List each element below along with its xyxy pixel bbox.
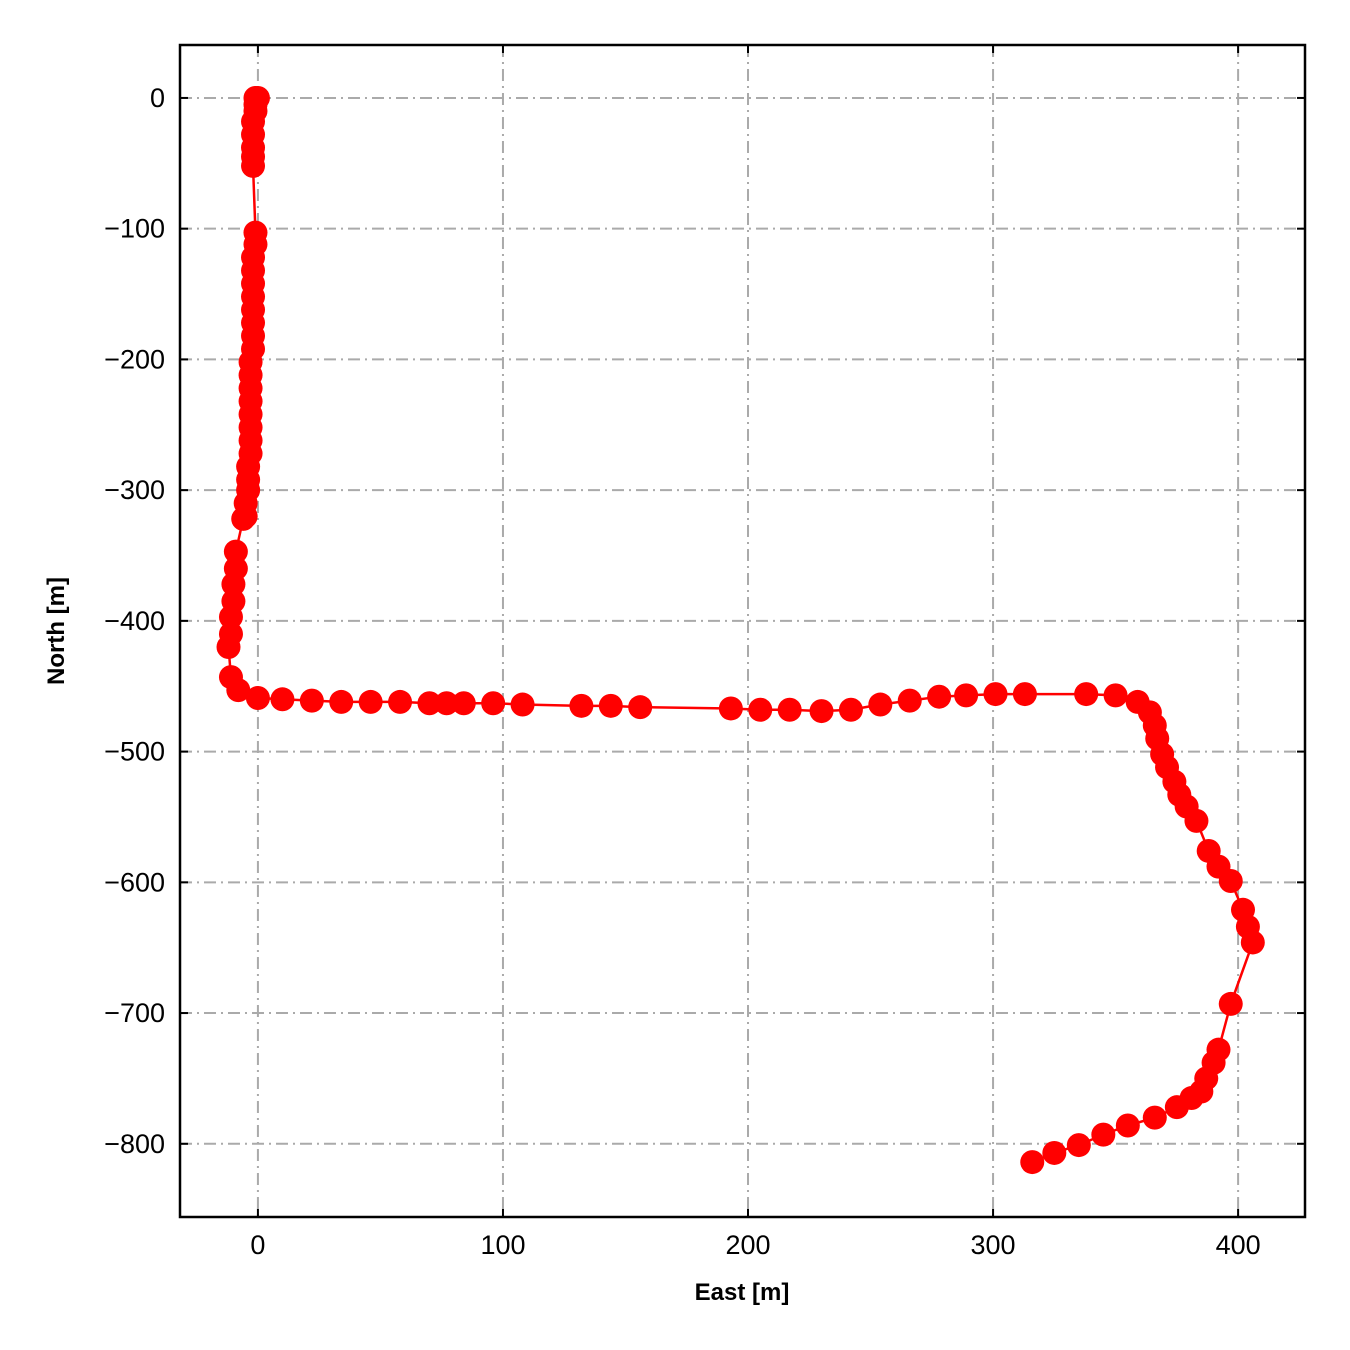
point bbox=[1115, 1113, 1140, 1138]
point bbox=[777, 697, 802, 722]
x-axis-label: East [m] bbox=[695, 1279, 790, 1306]
point bbox=[1066, 1133, 1091, 1158]
point bbox=[983, 682, 1008, 707]
x-tick-label: 0 bbox=[250, 1230, 265, 1260]
point bbox=[1020, 1150, 1045, 1175]
x-tick-label: 200 bbox=[725, 1230, 770, 1260]
point bbox=[748, 697, 773, 722]
point bbox=[231, 506, 256, 531]
y-tick-label: −100 bbox=[104, 214, 165, 244]
y-tick-label: −600 bbox=[104, 867, 165, 897]
point bbox=[226, 678, 251, 703]
point bbox=[569, 693, 594, 718]
point bbox=[1074, 682, 1099, 707]
y-tick-label: −300 bbox=[104, 475, 165, 505]
point bbox=[838, 697, 863, 722]
y-tick-label: −200 bbox=[104, 344, 165, 374]
point bbox=[510, 692, 535, 717]
point bbox=[388, 689, 413, 714]
point bbox=[1240, 930, 1265, 955]
point bbox=[434, 691, 459, 716]
plot-frame bbox=[178, 43, 1307, 1219]
point bbox=[1012, 682, 1037, 707]
point bbox=[868, 692, 893, 717]
point bbox=[481, 691, 506, 716]
point bbox=[598, 693, 623, 718]
x-tick-label: 400 bbox=[1216, 1230, 1261, 1260]
point bbox=[451, 691, 476, 716]
point bbox=[1184, 808, 1209, 833]
point bbox=[809, 699, 834, 724]
y-tick-label: −700 bbox=[104, 998, 165, 1028]
point bbox=[1103, 683, 1128, 708]
point bbox=[299, 688, 324, 713]
point bbox=[329, 689, 354, 714]
point bbox=[216, 635, 241, 660]
y-axis-label: North [m] bbox=[43, 577, 70, 685]
y-tick-label: 0 bbox=[150, 83, 165, 113]
point bbox=[270, 687, 295, 712]
point bbox=[1091, 1122, 1116, 1147]
point bbox=[218, 604, 243, 629]
point bbox=[1218, 991, 1243, 1016]
y-tick-label: −400 bbox=[104, 606, 165, 636]
point bbox=[927, 684, 952, 709]
point bbox=[1164, 1095, 1189, 1120]
point bbox=[223, 539, 248, 564]
y-tick-label: −800 bbox=[104, 1129, 165, 1159]
point bbox=[1042, 1140, 1067, 1165]
point bbox=[221, 572, 246, 597]
point bbox=[1142, 1105, 1167, 1130]
x-tick-label: 100 bbox=[480, 1230, 525, 1260]
point bbox=[628, 695, 653, 720]
point bbox=[417, 691, 442, 716]
point bbox=[241, 153, 266, 178]
y-tick-label: −500 bbox=[104, 737, 165, 767]
point bbox=[718, 696, 743, 721]
track-line bbox=[227, 96, 1255, 1164]
point bbox=[954, 683, 979, 708]
point bbox=[1218, 869, 1243, 894]
point bbox=[245, 685, 270, 710]
point bbox=[358, 689, 383, 714]
point bbox=[897, 688, 922, 713]
x-tick-label: 300 bbox=[971, 1230, 1016, 1260]
